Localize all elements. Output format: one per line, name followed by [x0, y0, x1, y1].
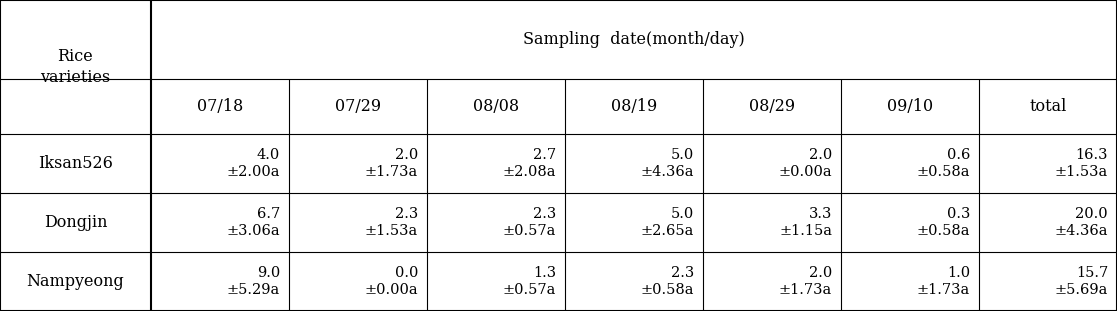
Text: 4.0
±2.00a: 4.0 ±2.00a — [227, 148, 280, 179]
Text: Nampyeong: Nampyeong — [27, 273, 124, 290]
Text: 0.3
±0.58a: 0.3 ±0.58a — [917, 207, 970, 238]
Text: 2.7
±2.08a: 2.7 ±2.08a — [503, 148, 556, 179]
Text: 2.0
±1.73a: 2.0 ±1.73a — [779, 266, 832, 297]
Text: 3.3
±1.15a: 3.3 ±1.15a — [779, 207, 832, 238]
Text: Rice
varieties: Rice varieties — [40, 48, 111, 86]
Text: Sampling  date(month/day): Sampling date(month/day) — [523, 31, 745, 48]
Text: 16.3
±1.53a: 16.3 ±1.53a — [1054, 148, 1108, 179]
Text: 1.0
±1.73a: 1.0 ±1.73a — [917, 266, 970, 297]
Text: 9.0
±5.29a: 9.0 ±5.29a — [227, 266, 280, 297]
Text: Dongjin: Dongjin — [44, 214, 107, 231]
Text: 2.3
±1.53a: 2.3 ±1.53a — [364, 207, 418, 238]
Text: 09/10: 09/10 — [887, 98, 933, 115]
Text: 5.0
±2.65a: 5.0 ±2.65a — [641, 207, 694, 238]
Text: 15.7
±5.69a: 15.7 ±5.69a — [1054, 266, 1108, 297]
Text: 0.6
±0.58a: 0.6 ±0.58a — [917, 148, 970, 179]
Text: 08/29: 08/29 — [748, 98, 795, 115]
Text: total: total — [1029, 98, 1067, 115]
Text: 6.7
±3.06a: 6.7 ±3.06a — [227, 207, 280, 238]
Text: 2.0
±0.00a: 2.0 ±0.00a — [779, 148, 832, 179]
Text: 07/29: 07/29 — [335, 98, 381, 115]
Text: 08/19: 08/19 — [611, 98, 657, 115]
Text: 5.0
±4.36a: 5.0 ±4.36a — [640, 148, 694, 179]
Text: 1.3
±0.57a: 1.3 ±0.57a — [503, 266, 556, 297]
Text: 2.3
±0.57a: 2.3 ±0.57a — [503, 207, 556, 238]
Text: 0.0
±0.00a: 0.0 ±0.00a — [364, 266, 418, 297]
Text: 07/18: 07/18 — [197, 98, 242, 115]
Text: Iksan526: Iksan526 — [38, 155, 113, 172]
Text: 2.3
±0.58a: 2.3 ±0.58a — [640, 266, 694, 297]
Text: 08/08: 08/08 — [472, 98, 519, 115]
Text: 2.0
±1.73a: 2.0 ±1.73a — [364, 148, 418, 179]
Text: 20.0
±4.36a: 20.0 ±4.36a — [1054, 207, 1108, 238]
